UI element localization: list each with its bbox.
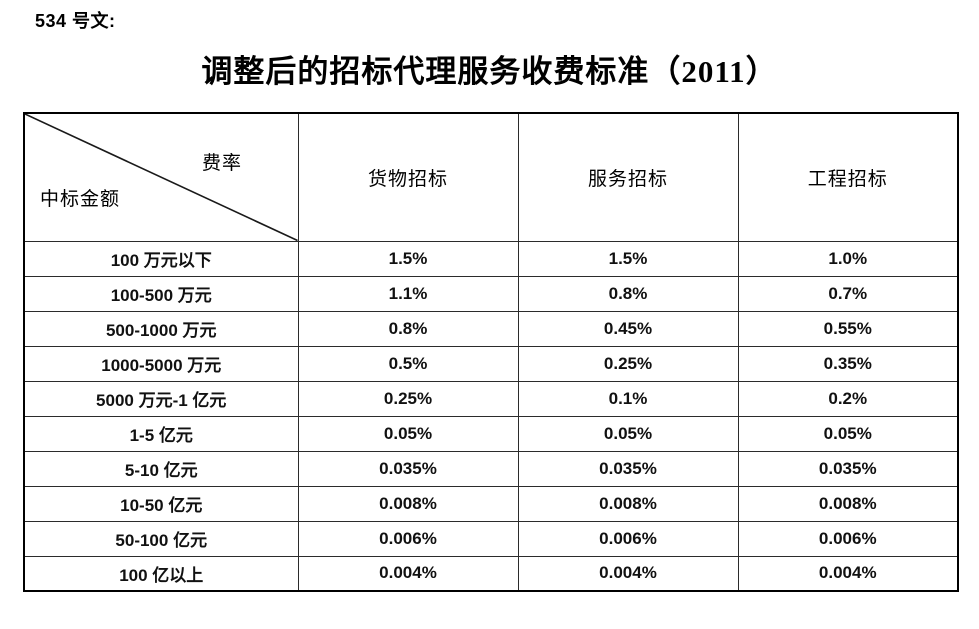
rate-cell: 0.25%: [517, 345, 739, 382]
rate-cell: 0.004%: [517, 555, 739, 592]
rate-cell: 0.035%: [297, 450, 519, 487]
rate-cell: 0.004%: [297, 555, 519, 592]
corner-label-amount: 中标金额: [40, 189, 121, 210]
rate-cell: 1.5%: [517, 240, 739, 277]
rate-cell: 0.035%: [737, 450, 959, 487]
fee-table-body: 100 万元以下 1.5% 1.5% 1.0% 100-500 万元 1.1% 0.8% 0.…: [23, 240, 959, 592]
rate-cell: 0.55%: [737, 310, 959, 347]
fee-row: 10-50 亿元 0.008% 0.008% 0.008%: [23, 485, 959, 522]
rate-cell: 0.35%: [737, 345, 959, 382]
amount-cell: 500-1000 万元: [23, 310, 299, 347]
amount-cell: 1-5 亿元: [23, 415, 299, 452]
rate-cell: 0.035%: [517, 450, 739, 487]
amount-cell: 5-10 亿元: [23, 450, 299, 487]
column-header-goods-bidding: 货物招标: [297, 112, 519, 242]
fee-row: 100-500 万元 1.1% 0.8% 0.7%: [23, 275, 959, 312]
rate-cell: 1.5%: [297, 240, 519, 277]
rate-cell: 0.006%: [517, 520, 739, 557]
fee-row: 500-1000 万元 0.8% 0.45% 0.55%: [23, 310, 959, 347]
fee-row: 50-100 亿元 0.006% 0.006% 0.006%: [23, 520, 959, 557]
rate-cell: 0.45%: [517, 310, 739, 347]
rate-cell: 1.0%: [737, 240, 959, 277]
rate-cell: 0.2%: [737, 380, 959, 417]
amount-cell: 50-100 亿元: [23, 520, 299, 557]
rate-cell: 0.5%: [297, 345, 519, 382]
rate-cell: 0.1%: [517, 380, 739, 417]
corner-header-cell: 费率 中标金额: [23, 112, 299, 242]
amount-cell: 10-50 亿元: [23, 485, 299, 522]
diagonal-divider-line: [25, 114, 298, 241]
fee-table: 费率 中标金额 货物招标 服务招标 工程招标 100 万元以下 1.5% 1.5% 1…: [23, 112, 959, 592]
amount-cell: 100 亿以上: [23, 555, 299, 592]
doc-number-label: 534 号文:: [35, 11, 116, 31]
rate-cell: 0.006%: [297, 520, 519, 557]
page-title: 调整后的招标代理服务收费标准（2011）: [201, 54, 778, 89]
column-header-service-bidding: 服务招标: [517, 112, 739, 242]
rate-cell: 0.05%: [297, 415, 519, 452]
fee-row: 100 万元以下 1.5% 1.5% 1.0%: [23, 240, 959, 277]
amount-cell: 1000-5000 万元: [23, 345, 299, 382]
fee-row: 1-5 亿元 0.05% 0.05% 0.05%: [23, 415, 959, 452]
corner-label-rate: 费率: [202, 153, 243, 174]
rate-cell: 0.008%: [737, 485, 959, 522]
rate-cell: 1.1%: [297, 275, 519, 312]
fee-row: 1000-5000 万元 0.5% 0.25% 0.35%: [23, 345, 959, 382]
rate-cell: 0.008%: [297, 485, 519, 522]
fee-row: 100 亿以上 0.004% 0.004% 0.004%: [23, 555, 959, 592]
amount-cell: 100 万元以下: [23, 240, 299, 277]
column-header-engineering-bidding: 工程招标: [737, 112, 959, 242]
rate-cell: 0.7%: [737, 275, 959, 312]
rate-cell: 0.008%: [517, 485, 739, 522]
fee-row: 5-10 亿元 0.035% 0.035% 0.035%: [23, 450, 959, 487]
fee-row: 5000 万元-1 亿元 0.25% 0.1% 0.2%: [23, 380, 959, 417]
rate-cell: 0.05%: [737, 415, 959, 452]
amount-cell: 5000 万元-1 亿元: [23, 380, 299, 417]
header-row: 费率 中标金额 货物招标 服务招标 工程招标: [23, 112, 959, 242]
rate-cell: 0.25%: [297, 380, 519, 417]
rate-cell: 0.006%: [737, 520, 959, 557]
rate-cell: 0.8%: [297, 310, 519, 347]
rate-cell: 0.004%: [737, 555, 959, 592]
rate-cell: 0.8%: [517, 275, 739, 312]
amount-cell: 100-500 万元: [23, 275, 299, 312]
rate-cell: 0.05%: [517, 415, 739, 452]
